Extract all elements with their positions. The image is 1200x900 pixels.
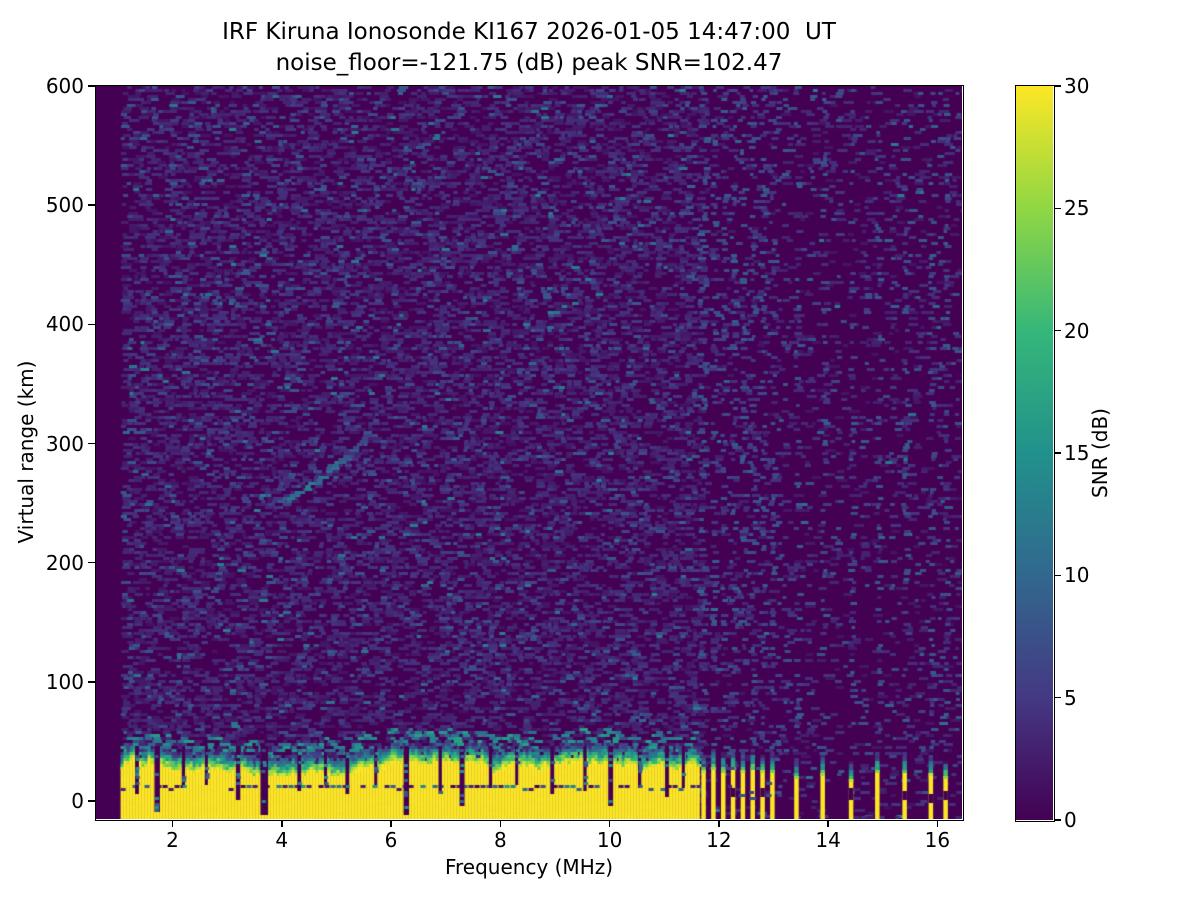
y-tick-mark xyxy=(88,800,95,802)
x-tick-label: 14 xyxy=(815,828,841,852)
y-tick-label: 100 xyxy=(45,669,84,694)
x-tick-mark xyxy=(827,820,829,827)
y-tick-label: 200 xyxy=(45,550,84,575)
x-tick-label: 12 xyxy=(706,828,732,852)
x-tick-mark xyxy=(608,820,611,827)
colorbar-tick-mark xyxy=(1054,207,1061,210)
x-tick-mark xyxy=(171,820,174,827)
x-tick-mark xyxy=(718,820,720,827)
x-tick-mark xyxy=(936,820,939,827)
x-tick-label: 4 xyxy=(275,828,289,852)
colorbar-tick-label: 30 xyxy=(1064,74,1090,98)
colorbar-tick-label: 20 xyxy=(1064,318,1090,343)
colorbar-tick-label: 25 xyxy=(1064,196,1090,221)
y-tick-label: 500 xyxy=(45,193,84,218)
x-tick-label: 16 xyxy=(924,828,951,852)
colorbar-tick-mark xyxy=(1054,696,1061,699)
colorbar-tick-label: 10 xyxy=(1064,563,1090,588)
colorbar-tick-mark xyxy=(1054,329,1061,332)
colorbar-tick-mark xyxy=(1054,452,1061,454)
ionogram-heatmap-canvas xyxy=(96,86,962,819)
y-tick-label: 300 xyxy=(45,431,84,456)
colorbar-tick-mark xyxy=(1054,574,1061,577)
y-axis-label: Virtual range (km) xyxy=(14,360,38,544)
colorbar-tick-label: 0 xyxy=(1064,808,1077,832)
colorbar-tick-label: 5 xyxy=(1064,685,1077,710)
y-tick-mark xyxy=(88,442,95,445)
x-tick-label: 6 xyxy=(384,828,398,852)
x-tick-label: 2 xyxy=(166,828,179,852)
x-tick-label: 10 xyxy=(596,828,623,852)
y-tick-label: 600 xyxy=(45,74,84,98)
x-tick-mark xyxy=(390,820,392,827)
y-tick-label: 400 xyxy=(45,312,84,337)
title-line-1: IRF Kiruna Ionosonde KI167 2026-01-05 14… xyxy=(222,19,836,45)
title-line-2: noise_floor=-121.75 (dB) peak SNR=102.47 xyxy=(275,50,783,76)
colorbar-tick-mark xyxy=(1054,819,1061,821)
y-tick-mark xyxy=(88,204,95,206)
colorbar-tick-label: 15 xyxy=(1064,441,1090,465)
x-axis-label: Frequency (MHz) xyxy=(444,855,614,879)
x-tick-mark xyxy=(499,820,502,827)
colorbar-gradient xyxy=(1016,86,1053,820)
y-tick-label: 0 xyxy=(71,789,84,814)
x-tick-label: 8 xyxy=(493,828,507,852)
y-tick-mark xyxy=(88,681,95,683)
x-tick-mark xyxy=(281,820,283,827)
y-tick-mark xyxy=(88,561,95,564)
colorbar-label: SNR (dB) xyxy=(1088,408,1112,498)
chart-title: IRF Kiruna Ionosonde KI167 2026-01-05 14… xyxy=(96,17,962,79)
y-tick-mark xyxy=(88,323,95,326)
colorbar-tick-mark xyxy=(1054,85,1061,87)
y-tick-mark xyxy=(88,85,95,87)
